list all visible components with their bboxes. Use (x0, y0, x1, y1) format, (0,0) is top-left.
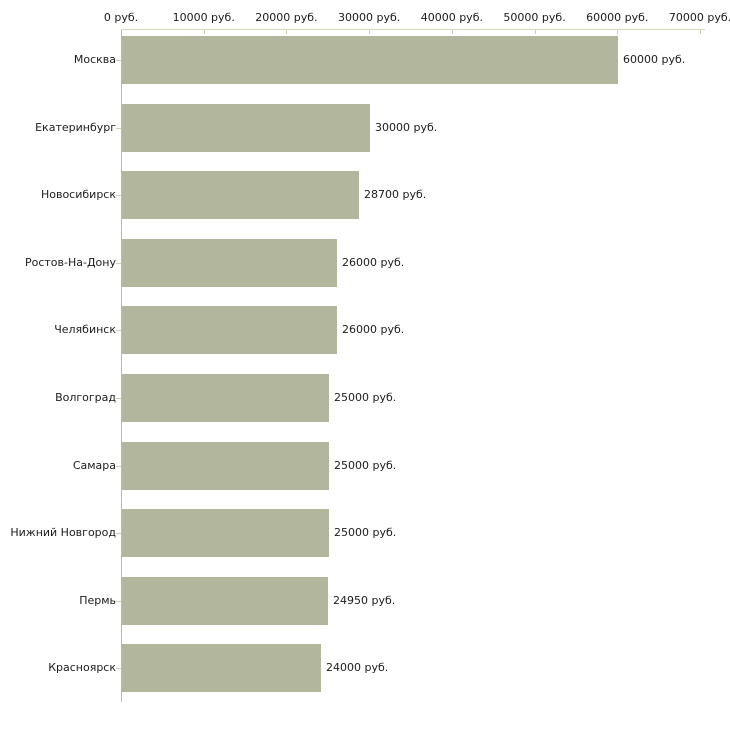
category-tick (116, 60, 121, 61)
value-label: 24000 руб. (326, 661, 389, 674)
x-axis-tick-label: 40000 руб. (420, 11, 483, 24)
x-axis-tick-label: 60000 руб. (586, 11, 649, 24)
y-axis-line (121, 30, 122, 702)
value-label: 24950 руб. (333, 594, 396, 607)
x-axis-tick-label: 10000 руб. (172, 11, 235, 24)
x-axis-tick (369, 30, 371, 34)
category-tick (116, 668, 121, 669)
bar (122, 104, 370, 152)
category-tick (116, 398, 121, 399)
value-label: 25000 руб. (334, 526, 397, 539)
x-axis-tick (534, 30, 536, 34)
category-label: Ростов-На-Дону (24, 256, 116, 269)
value-label: 28700 руб. (364, 188, 427, 201)
category-tick (116, 466, 121, 467)
x-axis-tick (617, 30, 619, 34)
x-axis-tick-label: 50000 руб. (503, 11, 566, 24)
bar (122, 306, 337, 354)
category-tick (116, 195, 121, 196)
category-tick (116, 533, 121, 534)
bar (122, 36, 618, 84)
bar (122, 509, 329, 557)
category-label: Нижний Новгород (10, 526, 116, 539)
value-label: 25000 руб. (334, 459, 397, 472)
x-axis-tick-label: 30000 руб. (338, 11, 401, 24)
x-axis-tick-label: 70000 руб. (668, 11, 730, 24)
bar (122, 442, 329, 490)
category-tick (116, 263, 121, 264)
x-axis-tick (286, 30, 288, 34)
bar (122, 644, 321, 692)
category-label: Москва (73, 53, 116, 66)
x-axis-tick-label: 0 руб. (103, 11, 139, 24)
x-axis-tick (451, 30, 453, 34)
category-label: Волгоград (55, 391, 116, 404)
x-axis-tick-label: 20000 руб. (255, 11, 318, 24)
category-tick (116, 128, 121, 129)
value-label: 30000 руб. (375, 121, 438, 134)
category-label: Самара (72, 459, 116, 472)
bar (122, 239, 337, 287)
bar (122, 171, 359, 219)
value-label: 25000 руб. (334, 391, 397, 404)
bar (122, 577, 328, 625)
bar (122, 374, 329, 422)
value-label: 60000 руб. (623, 53, 686, 66)
x-axis-line (121, 29, 705, 30)
category-label: Пермь (79, 594, 116, 607)
value-label: 26000 руб. (342, 323, 405, 336)
x-axis-tick (203, 30, 205, 34)
category-label: Екатеринбург (35, 121, 116, 134)
value-label: 26000 руб. (342, 256, 405, 269)
category-tick (116, 330, 121, 331)
x-axis-tick (700, 30, 701, 34)
category-label: Челябинск (54, 323, 116, 336)
category-label: Красноярск (48, 661, 116, 674)
category-tick (116, 601, 121, 602)
category-label: Новосибирск (40, 188, 116, 201)
